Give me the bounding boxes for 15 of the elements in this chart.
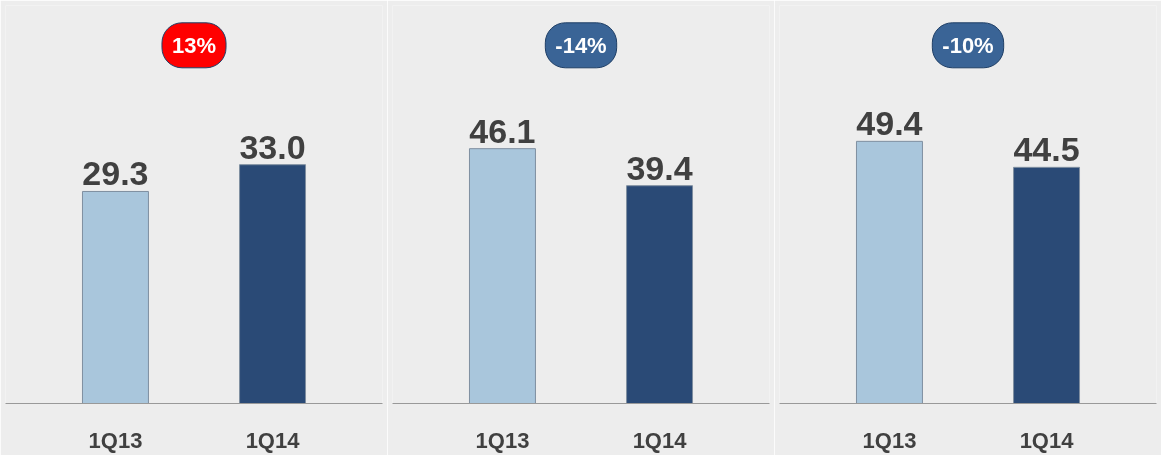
data-label: 46.1 xyxy=(469,111,536,150)
data-label: 44.5 xyxy=(1013,130,1080,169)
x-tick-label: 1Q14 xyxy=(245,427,301,453)
x-tick-label: 1Q13 xyxy=(475,427,530,453)
data-label: 29.3 xyxy=(82,154,149,193)
data-label: 33.0 xyxy=(239,127,306,166)
annotation: -14% xyxy=(555,32,607,58)
x-tick-label: 1Q14 xyxy=(1019,427,1075,453)
x-tick-label: 1Q13 xyxy=(88,427,143,453)
x-tick-label: 1Q13 xyxy=(862,427,917,453)
data-label: 49.4 xyxy=(856,104,923,143)
annotation: -10% xyxy=(942,32,994,58)
annotation: 13% xyxy=(171,32,217,58)
x-tick-label: 1Q14 xyxy=(632,427,688,453)
data-label: 39.4 xyxy=(626,148,693,187)
